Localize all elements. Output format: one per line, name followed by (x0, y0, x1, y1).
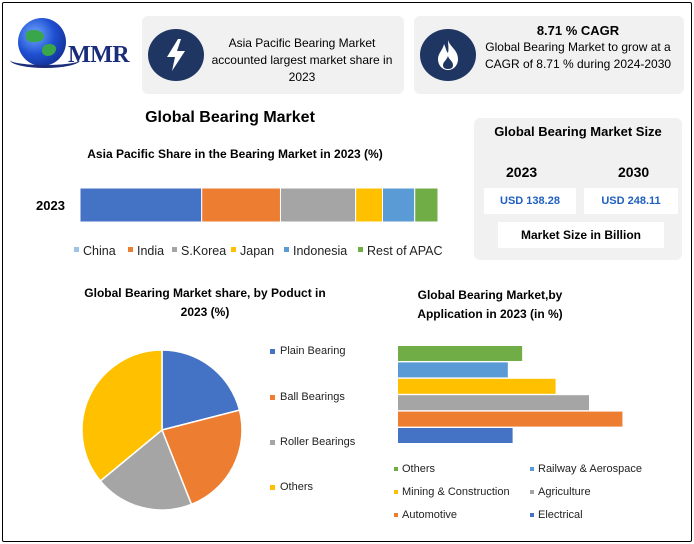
lightning-icon (148, 29, 204, 81)
logo-swoosh (10, 52, 80, 68)
main-title: Global Bearing Market (145, 109, 315, 126)
pie-slice-3 (81, 349, 163, 483)
stacked-legend-swatch-0 (74, 247, 79, 252)
hbar-bar-3 (398, 395, 589, 411)
hbar-legend-label-5: Electrical (538, 509, 583, 521)
logo-text: MMR (68, 42, 130, 68)
pie-legend-swatch-2 (270, 440, 275, 445)
hbar-legend-label-0: Others (402, 463, 436, 475)
hbar-legend-swatch-3 (530, 490, 534, 494)
info-left-text: Asia Pacific Bearing Market accounted la… (211, 36, 393, 84)
stacked-legend-label-0: China (83, 244, 116, 258)
stacked-segment-5 (414, 187, 439, 223)
stacked-legend-swatch-3 (231, 247, 236, 252)
hbar-legend-label-1: Railway & Aerospace (538, 463, 642, 475)
hbar-legend-swatch-4 (394, 513, 398, 517)
cagr-description: Global Bearing Market to grow at a CAGR … (484, 40, 672, 71)
stacked-category-label: 2023 (36, 198, 65, 213)
pie-chart-title: Global Bearing Market share, by Poduct i… (84, 286, 326, 319)
pie-legend-label-0: Plain Bearing (280, 345, 345, 357)
year-2030-label: 2030 (618, 164, 650, 180)
stacked-segment-0 (79, 187, 203, 223)
stacked-segment-3 (355, 187, 384, 223)
stacked-segment-4 (382, 187, 416, 223)
hbar-bar-2 (398, 378, 556, 394)
value-2023: USD 138.28 (484, 188, 576, 214)
cagr-title: 8.71 % CAGR (536, 23, 620, 38)
stacked-legend-swatch-2 (172, 247, 177, 252)
info-box-cagr: 8.71 % CAGR Global Bearing Market to gro… (414, 16, 684, 94)
pie-slice-2 (99, 428, 193, 511)
year-2023-label: 2023 (506, 164, 538, 180)
hbar-bar-1 (398, 362, 508, 378)
stacked-segment-2 (279, 187, 357, 223)
hbar-legend-swatch-2 (394, 490, 398, 494)
hbar-legend-swatch-0 (394, 467, 398, 471)
pie-slice-1 (160, 409, 243, 506)
pie-legend-swatch-3 (270, 485, 275, 490)
stacked-chart-title: Asia Pacific Share in the Bearing Market… (87, 147, 383, 161)
pie-legend-swatch-0 (270, 349, 275, 354)
stacked-legend-label-3: Japan (240, 244, 274, 258)
pie-legend-label-1: Ball Bearings (280, 391, 345, 403)
market-size-box: Global Bearing Market Size 2023 2030 USD… (474, 118, 682, 260)
stacked-legend-label-5: Rest of APAC (367, 244, 443, 258)
pie-legend-swatch-1 (270, 395, 275, 400)
hbar-legend-swatch-5 (530, 513, 534, 517)
hbar-legend-swatch-1 (530, 467, 534, 471)
hbar-bar-4 (398, 411, 623, 427)
hbar-chart-title: Global Bearing Market,by Application in … (417, 288, 563, 321)
info-box-asia-pacific: Asia Pacific Bearing Market accounted la… (142, 16, 404, 94)
stacked-legend-swatch-1 (128, 247, 133, 252)
stacked-legend-label-1: India (137, 244, 164, 258)
pie-legend-label-3: Others (280, 481, 314, 493)
stacked-legend-label-2: S.Korea (181, 244, 226, 258)
flame-icon (420, 29, 476, 81)
hbar-legend-label-4: Automotive (402, 509, 457, 521)
hbar-bar-0 (398, 346, 523, 361)
stacked-legend-swatch-4 (284, 247, 289, 252)
stacked-legend-swatch-5 (358, 247, 363, 252)
hbar-legend-label-3: Agriculture (538, 486, 591, 498)
hbar-bar-5 (398, 428, 513, 443)
pie-slice-0 (161, 349, 241, 431)
stacked-segment-1 (201, 187, 281, 223)
hbar-legend-label-2: Mining & Construction (402, 486, 510, 498)
value-2030: USD 248.11 (584, 188, 678, 214)
pie-legend-label-2: Roller Bearings (280, 436, 356, 448)
stacked-legend-label-4: Indonesia (293, 244, 347, 258)
market-size-title: Global Bearing Market Size (494, 124, 662, 139)
mmr-logo: MMR (8, 10, 138, 80)
info-right-text: 8.71 % CAGR Global Bearing Market to gro… (478, 22, 678, 73)
market-size-unit: Market Size in Billion (498, 222, 664, 248)
